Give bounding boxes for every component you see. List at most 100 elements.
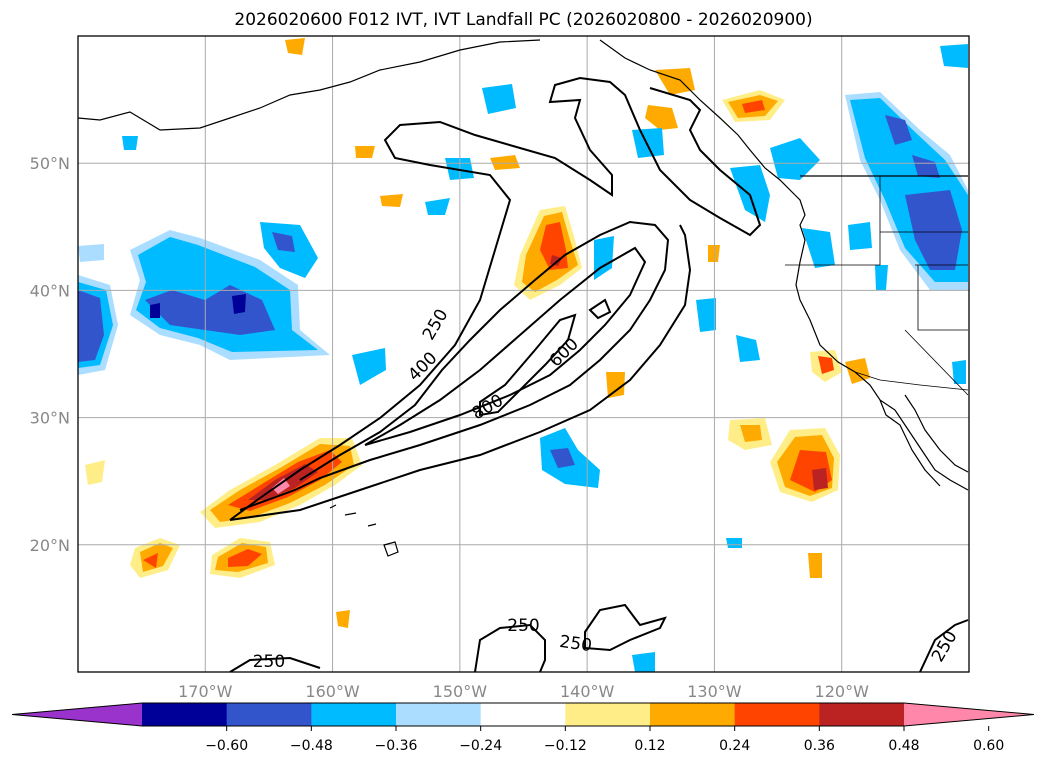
ivt-contour-label: 250 [253,652,285,672]
ivt-contour-800 [479,313,577,417]
ivt-contour-label: 250 [507,616,539,636]
colorbar-swatch [142,703,228,726]
anomaly-neg-i [632,128,664,158]
colorbar-swatch [734,703,820,726]
anomaly-neg-small4 [726,538,742,548]
colorbar-swatch [819,703,905,726]
axis-tick-labels: 170°W 160°W 150°W 140°W 130°W 120°W 20°N 30°N 40… [30,154,869,701]
lat-tick-label: 50°N [30,154,70,173]
anomaly-neg-a [482,84,516,114]
anomaly-neg-d [594,236,614,280]
anomaly-blob-coast [606,372,625,398]
colorbar-swatch [226,703,312,726]
lon-tick-label: 170°W [178,682,233,701]
anomaly-neg-ca3 [875,265,888,290]
anomaly-blob-ak-red [742,100,765,113]
anomaly-neg-ak-blue2 [912,155,940,178]
colorbar-swatch [565,703,651,726]
anomaly-blob-small6 [85,460,105,485]
anomaly-blob-baja2 [845,358,870,384]
anomaly-neg-c-blue [550,448,575,468]
lon-tick-label: 130°W [687,682,742,701]
anomaly-neg-f [425,198,450,215]
anomaly-blob-gulf [645,105,678,130]
colorbar-swatch [396,703,482,726]
anomaly-blob-small2 [380,194,403,207]
anomaly-neg-west-navy [232,294,246,314]
colorbar-tick-label: 0.12 [634,738,665,754]
colorbar-tick-label: −0.48 [290,738,333,754]
colorbar-tick-label: 0.60 [973,738,1004,754]
anomaly-neg-coast [770,138,820,180]
coastline-bc-wa [794,194,969,491]
anomaly-neg-small1 [78,244,104,262]
ivt-landfall-pc-shading [78,38,968,672]
anomaly-blob-ak3 [490,155,520,170]
lon-tick-label: 160°W [305,682,360,701]
anomaly-neg-west-navy2 [150,303,160,318]
ivt-contour-600 [364,246,647,446]
anomaly-blob-east-darkred [812,468,828,490]
colorbar-tick-label: 0.48 [888,738,919,754]
anomaly-neg-nw-blue [272,232,295,252]
colorbar-tick-label: 0.36 [804,738,835,754]
ivt-contour-250-south [229,603,667,672]
ivt-contour-label: 600 [546,334,583,371]
ivt-contours [229,76,969,672]
lat-tick-label: 40°N [30,281,70,300]
anomaly-neg-bc [730,165,770,222]
anomaly-blob-s-red [228,549,262,567]
anomaly-neg-h [736,335,760,362]
anomaly-neg-small2 [632,652,655,672]
lon-tick-label: 150°W [433,682,488,701]
colorbar-tick-label: −0.24 [459,738,502,754]
anomaly-neg-ca [802,228,835,268]
anomaly-blob-small7 [336,610,350,628]
anomaly-neg-b [352,348,386,385]
lon-tick-label: 120°W [815,682,870,701]
colorbar-swatch [311,703,397,726]
anomaly-blob-north-darkred [550,255,562,266]
anomaly-blob-mid-orange [740,425,762,442]
lat-tick-label: 30°N [30,409,70,428]
ivt-contour-label: 250 [928,628,962,666]
anomaly-neg-ne [940,44,968,68]
anomaly-neg-pnw-blue [905,190,962,270]
anomaly-ar-tail-pink [272,478,290,494]
ivt-contour-label: 400 [404,348,441,385]
ivt-contour-400 [239,220,670,511]
map-title: 2026020600 F012 IVT, IVT Landfall PC (20… [234,10,813,30]
colorbar-tick-label: −0.12 [544,738,587,754]
ivt-contour-label: 250 [558,632,593,656]
anomaly-neg-small5 [952,360,966,384]
colorbar-extend-low [12,703,142,726]
colorbar-tick-label: −0.36 [375,738,418,754]
coastline-baja [879,394,969,487]
border-state-1 [785,176,969,396]
ivt-contour-250-lower [229,224,692,521]
anomaly-neg-ca2 [848,222,872,250]
anomaly-blob-small1 [355,146,375,158]
ivt-contour-800-small [588,298,612,320]
anomaly-neg-edge-blue [78,290,104,362]
anomaly-neg-small3 [122,136,138,150]
coastline-alaska [78,39,796,196]
colorbar: −0.60 −0.48 −0.36 −0.24 −0.12 0.12 0.24 0.36 0.4… [11,702,1035,754]
lat-lon-grid [78,36,969,672]
anomaly-blob-sw-red [143,553,158,568]
colorbar-tick-label: −0.60 [205,738,248,754]
anomaly-blob-small4 [808,553,822,578]
colorbar-tick-label: 0.24 [719,738,750,754]
colorbar-outline [11,702,1035,727]
anomaly-neg-g [696,298,716,332]
coastlines [78,39,969,557]
anomaly-blob-baja-orange [818,356,834,374]
border-us-mexico [854,371,969,391]
anomaly-neg-ak-blue [885,115,912,145]
colorbar-swatch [650,703,736,726]
map-frame [77,35,970,673]
colorbar-extend-high [904,703,1034,726]
ivt-contour-250-se [919,619,969,672]
ivt-contour-label: 800 [469,391,507,425]
